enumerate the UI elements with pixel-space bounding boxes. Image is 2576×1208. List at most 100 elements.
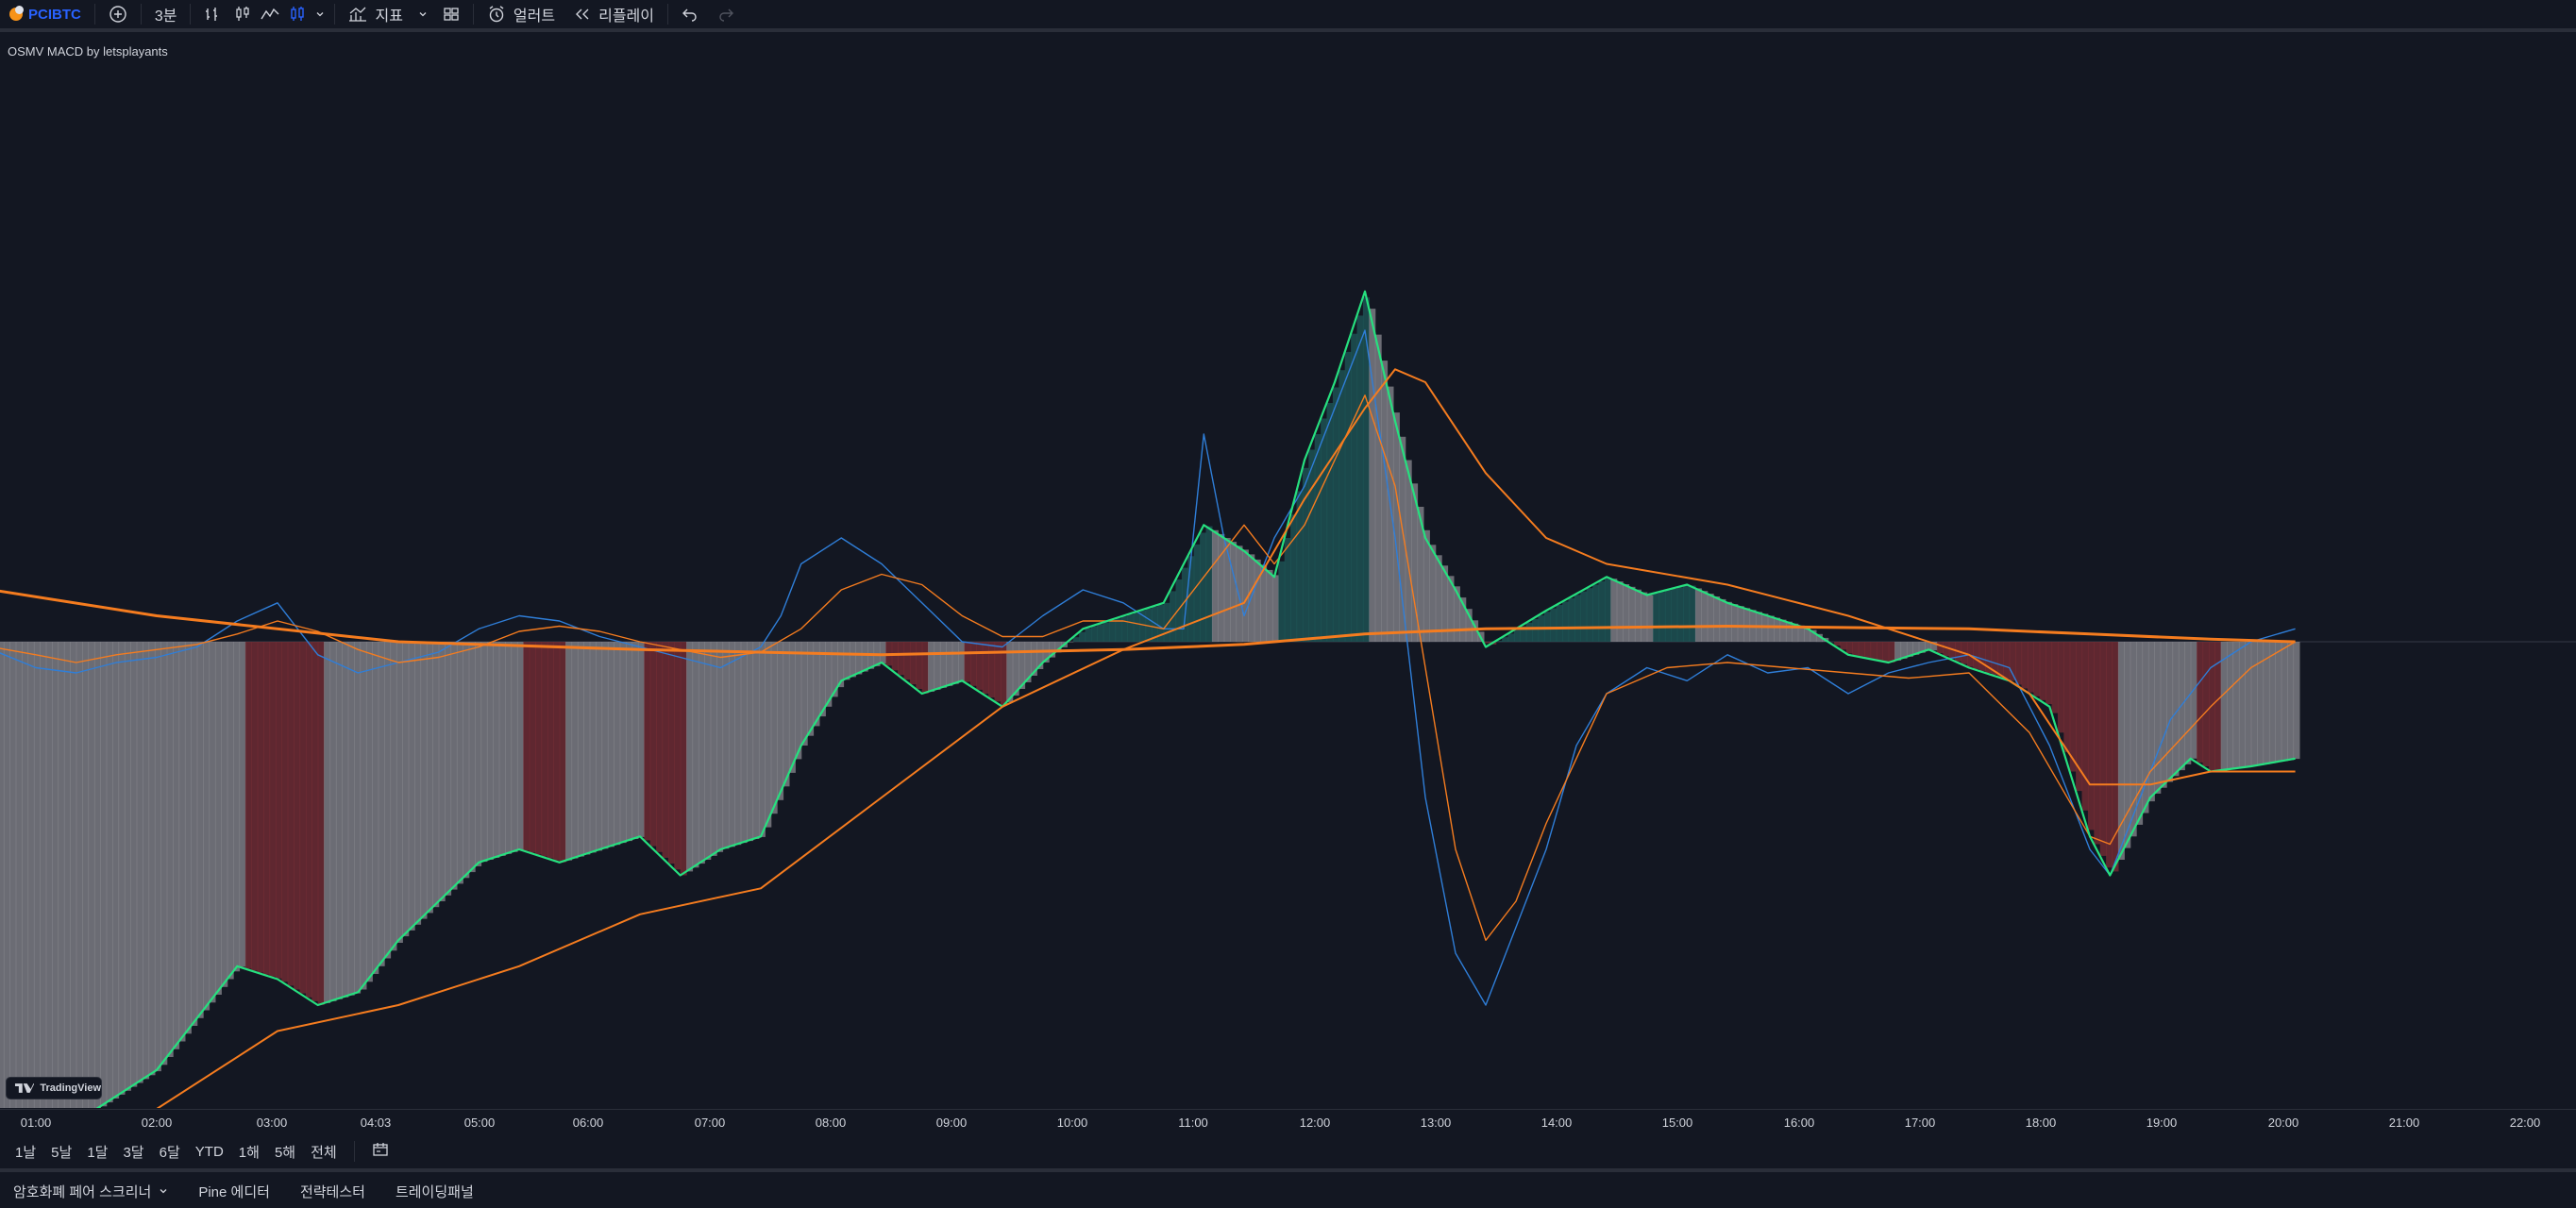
histogram-bar (964, 642, 971, 682)
histogram-bar (414, 642, 422, 925)
line-chart-icon (261, 8, 279, 20)
line-style-button[interactable] (255, 0, 285, 30)
replay-button[interactable]: 리플레이 (564, 0, 664, 30)
histogram-bar (994, 642, 1002, 702)
range-button[interactable]: YTD (194, 1143, 224, 1160)
bar-style-button[interactable] (194, 0, 230, 30)
histogram-bar (154, 642, 161, 1072)
histogram-bar (1719, 598, 1726, 642)
histogram-bar (1520, 626, 1527, 642)
symbol-label: PCIBTC (28, 6, 81, 23)
tradingview-logo-icon (14, 1083, 35, 1093)
bottom-panel-tabs: 암호화폐 페어 스크리너 Pine 에디터 전략테스터 트레이딩패널 (0, 1174, 2576, 1208)
tab-crypto-screener[interactable]: 암호화폐 페어 스크리너 (13, 1182, 168, 1201)
calendar-range-icon (373, 1143, 388, 1156)
histogram-bar (2166, 642, 2174, 782)
histogram-bar (2281, 642, 2288, 762)
chart-style-dropdown[interactable] (310, 0, 330, 30)
histogram-bar (704, 642, 712, 860)
histogram-bar (1278, 561, 1286, 643)
histogram-bar (1423, 529, 1430, 643)
range-button[interactable]: 1날 (15, 1144, 37, 1161)
histogram-bar (269, 642, 277, 977)
histogram-bar (76, 642, 83, 1108)
histogram-bar (2154, 642, 2162, 794)
histogram-bar (1978, 642, 1986, 671)
histogram-bar (1525, 622, 1533, 642)
histogram-bar (1840, 642, 1847, 650)
histogram-bar (63, 642, 71, 1108)
histogram-bar (2106, 642, 2113, 868)
layout-templates-button[interactable] (433, 0, 469, 30)
histogram-bar (342, 642, 349, 998)
interval-button[interactable]: 3분 (154, 8, 177, 25)
histogram-bar (1985, 642, 1993, 673)
histogram-bar (1392, 412, 1400, 642)
tradingview-logo[interactable]: TradingView (6, 1077, 102, 1099)
histogram-bar (1664, 590, 1672, 642)
histogram-bar (891, 642, 899, 671)
histogram-bar (257, 642, 264, 973)
hollow-candle-style-button[interactable] (285, 0, 310, 30)
histogram-bar (1012, 642, 1019, 696)
histogram-bar (1036, 642, 1044, 669)
time-axis-label: 16:00 (1783, 1116, 1815, 1130)
range-button[interactable]: 3달 (123, 1144, 144, 1161)
histogram-bar (438, 642, 446, 901)
indicator-chart[interactable] (0, 36, 2576, 1108)
range-button[interactable]: 1달 (87, 1144, 109, 1161)
histogram-bar (196, 642, 204, 1018)
histogram-bar (1175, 579, 1183, 642)
histogram-bar (1200, 532, 1207, 642)
histogram-bar (2033, 642, 2041, 696)
indicators-dropdown[interactable] (412, 0, 433, 30)
tab-pine-editor[interactable]: Pine 에디터 (198, 1183, 270, 1200)
histogram-bar (1628, 586, 1636, 642)
candle-style-button[interactable] (230, 0, 255, 30)
histogram-bar (2117, 642, 2125, 860)
undo-button[interactable] (672, 0, 708, 30)
histogram-bar (22, 642, 29, 1108)
histogram-bar (1006, 642, 1014, 703)
histogram-bar (2190, 642, 2197, 759)
histogram-bar (1676, 587, 1684, 643)
histogram-bar (480, 642, 488, 863)
histogram-bar (1321, 418, 1328, 642)
compare-symbol-button[interactable] (99, 0, 137, 30)
histogram-bar (614, 642, 621, 846)
histogram-bar (951, 642, 959, 684)
histogram-bar (1725, 601, 1732, 642)
tab-trading-panel[interactable]: 트레이딩패널 (395, 1183, 474, 1200)
histogram-bar (710, 642, 717, 856)
tab-crypto-screener-label: 암호화폐 페어 스크리너 (13, 1183, 152, 1200)
histogram-bar (541, 642, 548, 857)
tab-strategy-tester[interactable]: 전략테스터 (299, 1183, 365, 1200)
symbol-search-button[interactable]: PCIBTC (0, 0, 91, 30)
redo-button[interactable] (708, 0, 744, 30)
histogram-bar (1779, 619, 1787, 642)
histogram-bar (124, 642, 131, 1091)
histogram-bar (191, 642, 198, 1026)
histogram-bar (1447, 576, 1455, 642)
alert-button[interactable]: 얼러트 (478, 0, 564, 30)
histogram-bar (160, 642, 168, 1065)
histogram-bar (1604, 578, 1611, 642)
range-button[interactable]: 1해 (238, 1144, 260, 1161)
histogram-bar (468, 642, 476, 873)
go-to-date-button[interactable] (364, 1142, 396, 1161)
histogram-bar (1236, 545, 1243, 643)
range-button[interactable]: 전체 (311, 1144, 337, 1161)
histogram-bar (420, 642, 428, 919)
histogram-bar (390, 642, 397, 951)
histogram-bar (1120, 616, 1128, 642)
histogram-bar (758, 642, 766, 837)
indicators-button[interactable]: 지표 (339, 0, 412, 30)
range-button[interactable]: 6달 (159, 1144, 180, 1161)
histogram-bar (2250, 642, 2258, 766)
range-button[interactable]: 5날 (51, 1144, 73, 1161)
range-button[interactable]: 5해 (274, 1144, 296, 1161)
time-axis[interactable]: 01:00 02:00 03:00 04:03 05:00 06:00 07:00 08:00… (0, 1109, 2576, 1133)
histogram-bar (1852, 642, 1860, 656)
indicator-title[interactable]: OSMV MACD by letsplayants (8, 44, 168, 59)
histogram-bar (1532, 619, 1540, 642)
